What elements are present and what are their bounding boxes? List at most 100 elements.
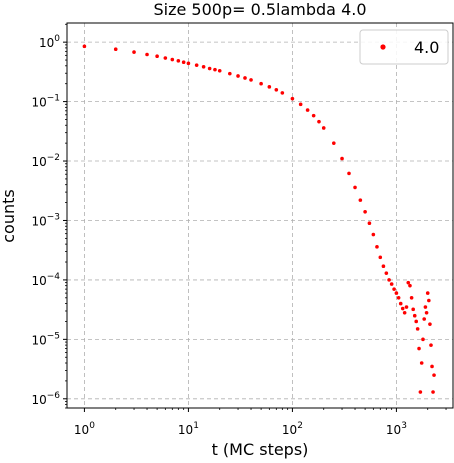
x-axis-label: t (MC steps): [212, 440, 309, 459]
data-point: [321, 126, 326, 130]
data-point: [317, 119, 321, 124]
y-tick-exponent: −2: [47, 153, 60, 163]
y-tick-base: 10: [31, 155, 46, 169]
data-point: [113, 47, 118, 52]
data-point: [411, 307, 415, 312]
data-point: [378, 255, 383, 260]
data-point: [176, 59, 181, 63]
y-tick-label: 10−4: [31, 272, 60, 288]
data-point: [429, 343, 433, 347]
plot-area-frame: [66, 22, 454, 409]
data-point: [194, 63, 199, 67]
data-point: [394, 291, 399, 295]
data-point: [311, 113, 316, 118]
x-tick-exponent: 1: [193, 421, 199, 431]
x-tick-label: 100: [74, 421, 95, 437]
data-point: [82, 44, 87, 49]
data-point: [363, 209, 367, 214]
data-point: [217, 68, 222, 73]
data-point: [201, 64, 206, 69]
y-tick-label: 100: [39, 34, 60, 50]
data-point: [396, 296, 401, 300]
data-point: [298, 102, 303, 107]
data-point: [422, 317, 427, 321]
legend-marker: [380, 44, 386, 50]
data-point: [181, 60, 186, 64]
x-tick-exponent: 2: [297, 421, 303, 431]
y-axis-label: counts: [0, 189, 18, 242]
data-point: [155, 54, 159, 59]
data-point: [381, 264, 386, 269]
y-tick-base: 10: [31, 96, 46, 110]
data-point: [400, 306, 405, 311]
data-point: [421, 337, 425, 342]
y-tick-exponent: 0: [54, 34, 60, 44]
data-point: [358, 198, 363, 202]
x-tick-label: 103: [386, 421, 407, 437]
data-point: [207, 66, 212, 71]
x-axis-ticks: 100 101 102 103: [74, 408, 447, 437]
data-point: [423, 305, 428, 309]
chart-title: Size 500p= 0.5lambda 4.0: [153, 0, 366, 19]
y-tick-label: 10−2: [31, 153, 60, 169]
data-point: [163, 56, 168, 60]
data-point: [404, 305, 409, 309]
data-point: [424, 310, 429, 315]
y-tick-exponent: −5: [47, 331, 60, 341]
data-point: [186, 61, 191, 66]
data-point: [406, 280, 411, 285]
legend-box: [359, 29, 449, 65]
data-point: [432, 373, 436, 377]
data-point: [384, 271, 389, 275]
data-points: [82, 44, 436, 394]
data-point: [375, 245, 379, 249]
data-point: [402, 310, 407, 315]
legend-label: 4.0: [414, 38, 439, 57]
data-point: [409, 296, 414, 300]
data-point: [340, 156, 344, 161]
data-point: [389, 282, 394, 286]
data-point: [431, 390, 435, 394]
data-point: [305, 108, 310, 112]
y-tick-exponent: −6: [47, 391, 61, 401]
data-point: [414, 319, 419, 324]
data-point: [398, 301, 403, 306]
data-point: [267, 85, 272, 89]
data-point: [145, 52, 149, 57]
data-point: [213, 67, 217, 72]
data-point: [228, 71, 232, 76]
data-point: [236, 74, 240, 78]
data-point: [170, 57, 175, 62]
grid: [67, 23, 453, 408]
legend: 4.0: [359, 29, 449, 65]
data-point: [392, 287, 396, 291]
data-point: [249, 78, 253, 82]
data-point: [430, 364, 434, 369]
y-tick-exponent: −3: [47, 212, 60, 222]
data-point: [417, 346, 421, 351]
data-point: [367, 221, 372, 225]
data-point: [412, 313, 417, 318]
data-point: [353, 185, 357, 190]
x-tick-exponent: 3: [401, 421, 407, 431]
data-point: [371, 232, 376, 237]
data-point: [132, 50, 136, 54]
x-tick-label: 101: [178, 421, 199, 437]
data-point: [415, 327, 420, 331]
y-tick-exponent: −4: [47, 272, 61, 282]
y-tick-base: 10: [31, 214, 46, 228]
data-point: [419, 361, 424, 365]
data-point: [280, 91, 285, 95]
y-tick-base: 10: [31, 274, 46, 288]
y-tick-base: 10: [39, 36, 54, 50]
data-point: [274, 87, 279, 92]
data-point: [243, 76, 247, 80]
data-point: [259, 81, 263, 86]
data-point: [408, 283, 412, 288]
y-tick-base: 10: [31, 333, 46, 347]
x-tick-label: 102: [282, 421, 303, 437]
data-point: [427, 298, 431, 303]
data-point: [418, 390, 423, 394]
